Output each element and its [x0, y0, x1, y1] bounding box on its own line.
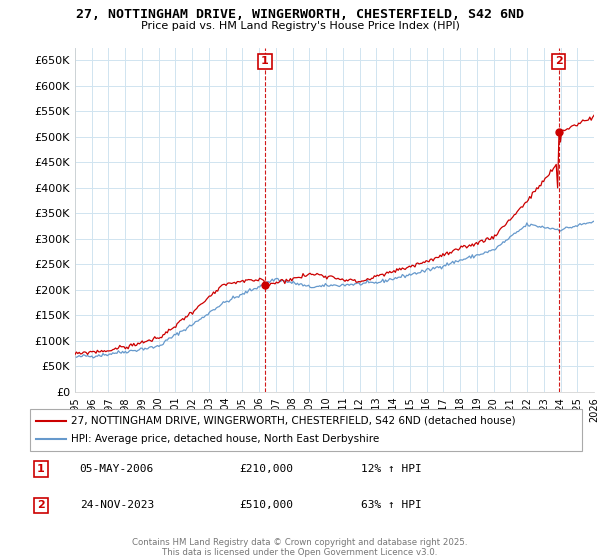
FancyBboxPatch shape — [30, 409, 582, 451]
Text: 2: 2 — [37, 501, 45, 510]
Text: 27, NOTTINGHAM DRIVE, WINGERWORTH, CHESTERFIELD, S42 6ND (detached house): 27, NOTTINGHAM DRIVE, WINGERWORTH, CHEST… — [71, 416, 516, 426]
Text: 1: 1 — [37, 464, 45, 474]
Text: Price paid vs. HM Land Registry's House Price Index (HPI): Price paid vs. HM Land Registry's House … — [140, 21, 460, 31]
Text: £210,000: £210,000 — [240, 464, 294, 474]
Text: HPI: Average price, detached house, North East Derbyshire: HPI: Average price, detached house, Nort… — [71, 434, 380, 444]
Text: 63% ↑ HPI: 63% ↑ HPI — [361, 501, 422, 510]
Text: 27, NOTTINGHAM DRIVE, WINGERWORTH, CHESTERFIELD, S42 6ND: 27, NOTTINGHAM DRIVE, WINGERWORTH, CHEST… — [76, 8, 524, 21]
Text: Contains HM Land Registry data © Crown copyright and database right 2025.
This d: Contains HM Land Registry data © Crown c… — [132, 538, 468, 557]
Text: 1: 1 — [261, 57, 269, 67]
Text: £510,000: £510,000 — [240, 501, 294, 510]
Text: 05-MAY-2006: 05-MAY-2006 — [80, 464, 154, 474]
Text: 2: 2 — [555, 57, 563, 67]
Text: 24-NOV-2023: 24-NOV-2023 — [80, 501, 154, 510]
Text: 12% ↑ HPI: 12% ↑ HPI — [361, 464, 422, 474]
